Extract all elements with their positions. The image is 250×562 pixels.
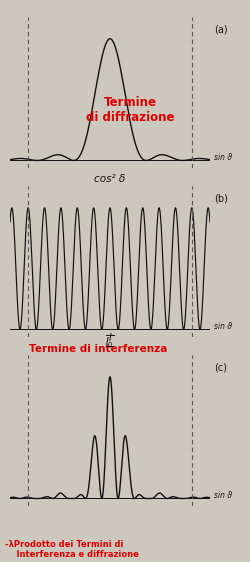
Text: Termine
di diffrazione: Termine di diffrazione [86, 97, 174, 124]
Text: sin ϑ: sin ϑ [214, 322, 232, 331]
Text: Termine di interferenza: Termine di interferenza [29, 345, 167, 354]
Text: $\overline{I_0}$: $\overline{I_0}$ [105, 334, 115, 350]
Text: (b): (b) [214, 193, 228, 203]
Text: (a): (a) [214, 24, 228, 34]
Text: sin ϑ: sin ϑ [214, 491, 232, 500]
Text: (c): (c) [214, 362, 227, 373]
Text: sin ϑ: sin ϑ [214, 153, 232, 162]
Text: -λProdotto dei Termini di
    Interferenza e diffrazione: -λProdotto dei Termini di Interferenza e… [5, 540, 139, 559]
Text: cos² δ: cos² δ [94, 174, 126, 184]
Text: $I$: $I$ [108, 331, 112, 343]
